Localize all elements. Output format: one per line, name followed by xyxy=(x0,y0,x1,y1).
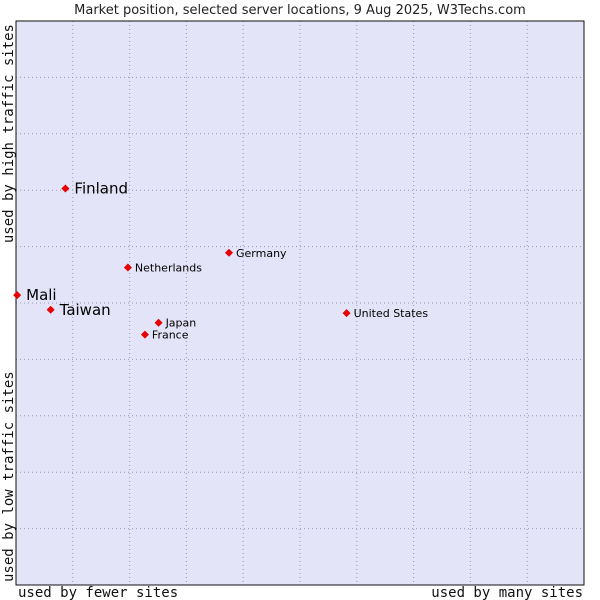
point-marker-germany xyxy=(225,248,233,257)
point-label-mali: Mali xyxy=(26,286,56,304)
point-marker-japan xyxy=(154,318,163,327)
grid-lines xyxy=(16,21,584,585)
point-label-japan: Japan xyxy=(165,317,197,330)
point-label-france: France xyxy=(152,329,189,342)
point-label-netherlands: Netherlands xyxy=(135,261,202,274)
point-marker-netherlands xyxy=(123,263,132,272)
point-marker-taiwan xyxy=(46,305,55,314)
point-label-germany: Germany xyxy=(236,247,287,260)
point-marker-united-states xyxy=(342,309,351,318)
point-marker-france xyxy=(140,330,149,339)
point-marker-mali xyxy=(13,291,22,300)
plot-frame xyxy=(15,20,585,586)
y-axis-label-top: used by high traffic sites xyxy=(1,24,17,243)
x-axis-label-right: used by many sites xyxy=(431,585,583,600)
y-axis-label-bottom: used by low traffic sites xyxy=(1,371,17,582)
x-axis-label-left: used by fewer sites xyxy=(18,585,178,600)
point-label-finland: Finland xyxy=(74,180,128,198)
chart-title: Market position, selected server locatio… xyxy=(74,3,526,18)
point-label-united-states: United States xyxy=(354,307,429,320)
point-label-taiwan: Taiwan xyxy=(59,301,111,319)
point-marker-finland xyxy=(61,184,70,193)
